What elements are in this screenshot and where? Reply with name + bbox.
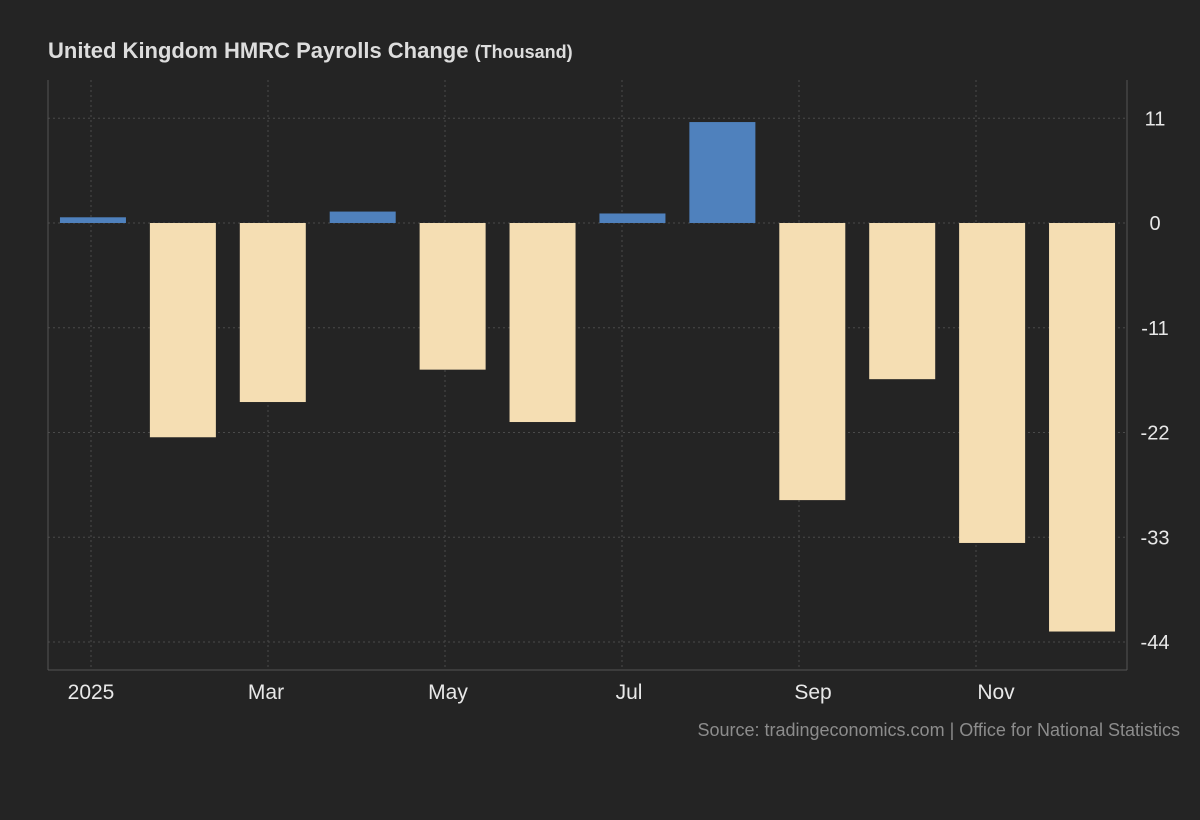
- bar-2025-03: [239, 223, 306, 403]
- bar-2025-11: [959, 223, 1026, 543]
- x-tick-label: 2025: [68, 681, 115, 704]
- x-tick-label: Mar: [248, 681, 284, 704]
- bar-2025-08: [689, 122, 756, 223]
- y-tick-label: -33: [1141, 527, 1170, 549]
- chart-title: United Kingdom HMRC Payrolls Change (Tho…: [48, 38, 573, 64]
- x-tick-label: Nov: [977, 681, 1015, 704]
- x-tick-label: May: [428, 681, 468, 704]
- y-tick-label: -11: [1141, 318, 1168, 340]
- y-tick-label: -44: [1141, 632, 1170, 654]
- y-tick-label: 11: [1145, 108, 1166, 130]
- x-tick-label: Jul: [616, 681, 643, 704]
- x-tick-label: Sep: [794, 681, 831, 704]
- y-tick-label: -22: [1141, 423, 1170, 445]
- bar-2025-07: [599, 213, 666, 223]
- bar-2025-05: [419, 223, 486, 370]
- bar-2025-06: [509, 223, 576, 423]
- bar-2025-01: [59, 217, 126, 223]
- bar-2025-04: [329, 211, 396, 223]
- y-tick-label: 0: [1149, 213, 1160, 235]
- chart-title-text: United Kingdom HMRC Payrolls Change: [48, 38, 469, 63]
- chart-unit-label: (Thousand): [474, 42, 573, 62]
- bar-2025-09: [779, 223, 846, 501]
- source-note: Source: tradingeconomics.com | Office fo…: [697, 720, 1180, 740]
- bar-2025-10: [869, 223, 936, 380]
- bar-2025-12: [1049, 223, 1116, 632]
- bar-2025-02: [149, 223, 216, 438]
